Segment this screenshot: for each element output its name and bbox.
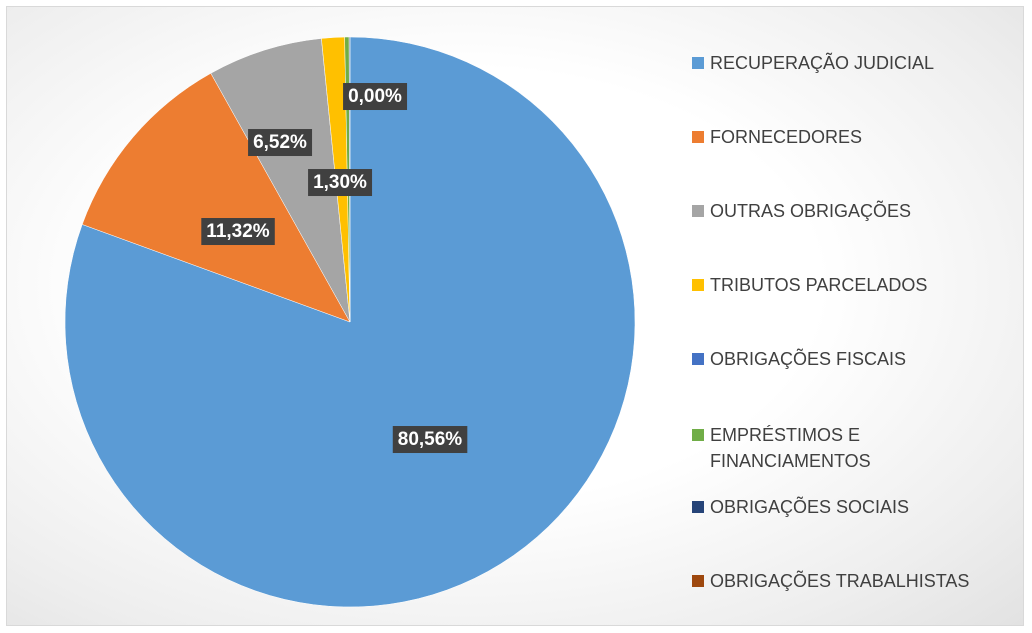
legend-swatch	[692, 429, 704, 441]
legend-item: EMPRÉSTIMOS E FINANCIAMENTOS	[692, 422, 1012, 474]
pie-slice	[210, 38, 351, 323]
legend-label: OBRIGAÇÕES SOCIAIS	[710, 497, 910, 517]
legend-swatch	[692, 131, 704, 143]
data-label-text: 1,30%	[313, 172, 367, 193]
legend-item: FORNECEDORES	[692, 124, 1012, 150]
data-label-bg	[308, 169, 373, 197]
legend-item: OUTRAS OBRIGAÇÕES	[692, 198, 1012, 224]
data-label-text: 80,56%	[398, 429, 463, 450]
legend-label: OBRIGAÇÕES TRABALHISTAS	[710, 571, 970, 591]
data-label: 0,00%	[343, 83, 408, 111]
data-label-text: 6,52%	[253, 132, 307, 153]
data-label: 6,52%	[248, 129, 313, 157]
data-label-bg	[343, 83, 408, 111]
legend-item: OBRIGAÇÕES SOCIAIS	[692, 494, 1012, 520]
legend-label: OBRIGAÇÕES FISCAIS	[710, 349, 907, 369]
legend-label: OUTRAS OBRIGAÇÕES	[710, 201, 912, 221]
data-label: 80,56%	[392, 426, 468, 454]
legend-label: RECUPERAÇÃO JUDICIAL	[710, 53, 935, 73]
legend-label: TRIBUTOS PARCELADOS	[710, 275, 928, 295]
legend-swatch	[692, 279, 704, 291]
data-label-text: 11,32%	[206, 221, 269, 242]
legend-label: EMPRÉSTIMOS E FINANCIAMENTOS	[710, 425, 871, 471]
legend-item: OBRIGAÇÕES TRABALHISTAS	[692, 568, 1012, 594]
data-label-bg	[392, 426, 468, 454]
pie-slice	[81, 72, 351, 323]
legend-swatch	[692, 353, 704, 365]
legend-item: OBRIGAÇÕES FISCAIS	[692, 346, 1012, 372]
legend-swatch	[692, 575, 704, 587]
legend-item: RECUPERAÇÃO JUDICIAL	[692, 50, 1012, 76]
legend-label: FORNECEDORES	[710, 127, 863, 147]
data-label-bg	[248, 129, 313, 157]
data-label: 11,32%	[201, 218, 275, 246]
legend-swatch	[692, 57, 704, 69]
data-label-text: 0,00%	[348, 86, 402, 107]
legend-swatch	[692, 501, 704, 513]
legend-item: TRIBUTOS PARCELADOS	[692, 272, 1012, 298]
legend-swatch	[692, 205, 704, 217]
data-label-bg	[201, 218, 275, 246]
data-label: 1,30%	[308, 169, 373, 197]
